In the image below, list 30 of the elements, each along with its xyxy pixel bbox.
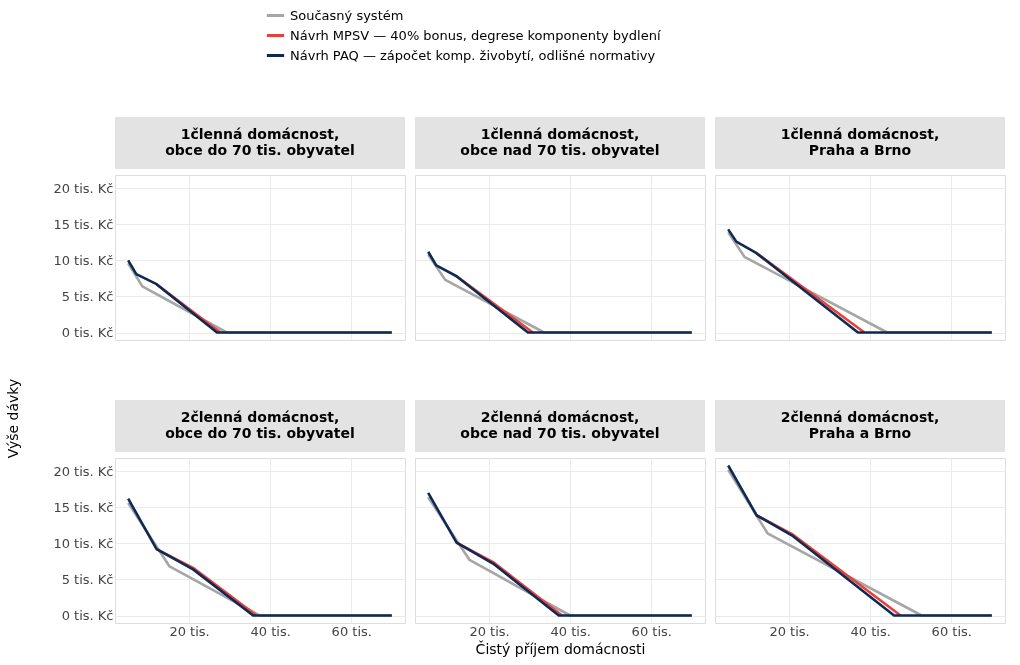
chart-title: 1členná domácnost, obce do 70 tis. obyvatel: [165, 126, 355, 158]
y-tick-label: 15 tis. Kč: [53, 499, 114, 515]
chart-title: 2členná domácnost, obce do 70 tis. obyvatel: [165, 409, 355, 441]
x-axis-title: Čistý příjem domácnosti: [475, 639, 646, 657]
legend-label: Návrh MPSV — 40% bonus, degrese komponenty bydlení: [290, 27, 661, 43]
legend-label: Návrh PAQ — zápočet komp. živobytí, odlišné normativy: [290, 47, 656, 63]
x-tick-label: 40 tis.: [550, 623, 591, 639]
y-tick-label: 10 tis. Kč: [53, 535, 114, 551]
y-tick-label: 5 tis. Kč: [61, 571, 114, 587]
y-tick-label: 15 tis. Kč: [53, 216, 114, 232]
chart-title: 1členná domácnost, obce nad 70 tis. obyvatel: [460, 126, 660, 158]
y-tick-label: 0 tis. Kč: [61, 608, 114, 623]
x-tick-label: 60 tis.: [631, 623, 672, 639]
x-tick-label: 40 tis.: [850, 623, 891, 639]
x-tick-label: 60 tis.: [931, 623, 972, 639]
legend-label: Současný systém: [290, 7, 404, 23]
x-tick-label: 40 tis.: [250, 623, 291, 639]
chart-title: 2členná domácnost, Praha a Brno: [780, 409, 940, 441]
y-tick-label: 20 tis. Kč: [53, 463, 114, 479]
y-tick-label: 10 tis. Kč: [53, 252, 114, 268]
y-tick-label: 5 tis. Kč: [61, 288, 114, 304]
x-tick-label: 20 tis.: [169, 623, 210, 639]
x-tick-label: 20 tis.: [469, 623, 510, 639]
y-axis-title: Výše dávky: [4, 378, 21, 459]
x-tick-label: 60 tis.: [331, 623, 372, 639]
y-tick-label: 20 tis. Kč: [53, 180, 114, 196]
x-tick-label: 20 tis.: [769, 623, 810, 639]
chart-title: 1členná domácnost, Praha a Brno: [780, 126, 940, 158]
y-tick-label: 0 tis. Kč: [61, 325, 114, 340]
chart-title: 2členná domácnost, obce nad 70 tis. obyvatel: [460, 409, 660, 441]
